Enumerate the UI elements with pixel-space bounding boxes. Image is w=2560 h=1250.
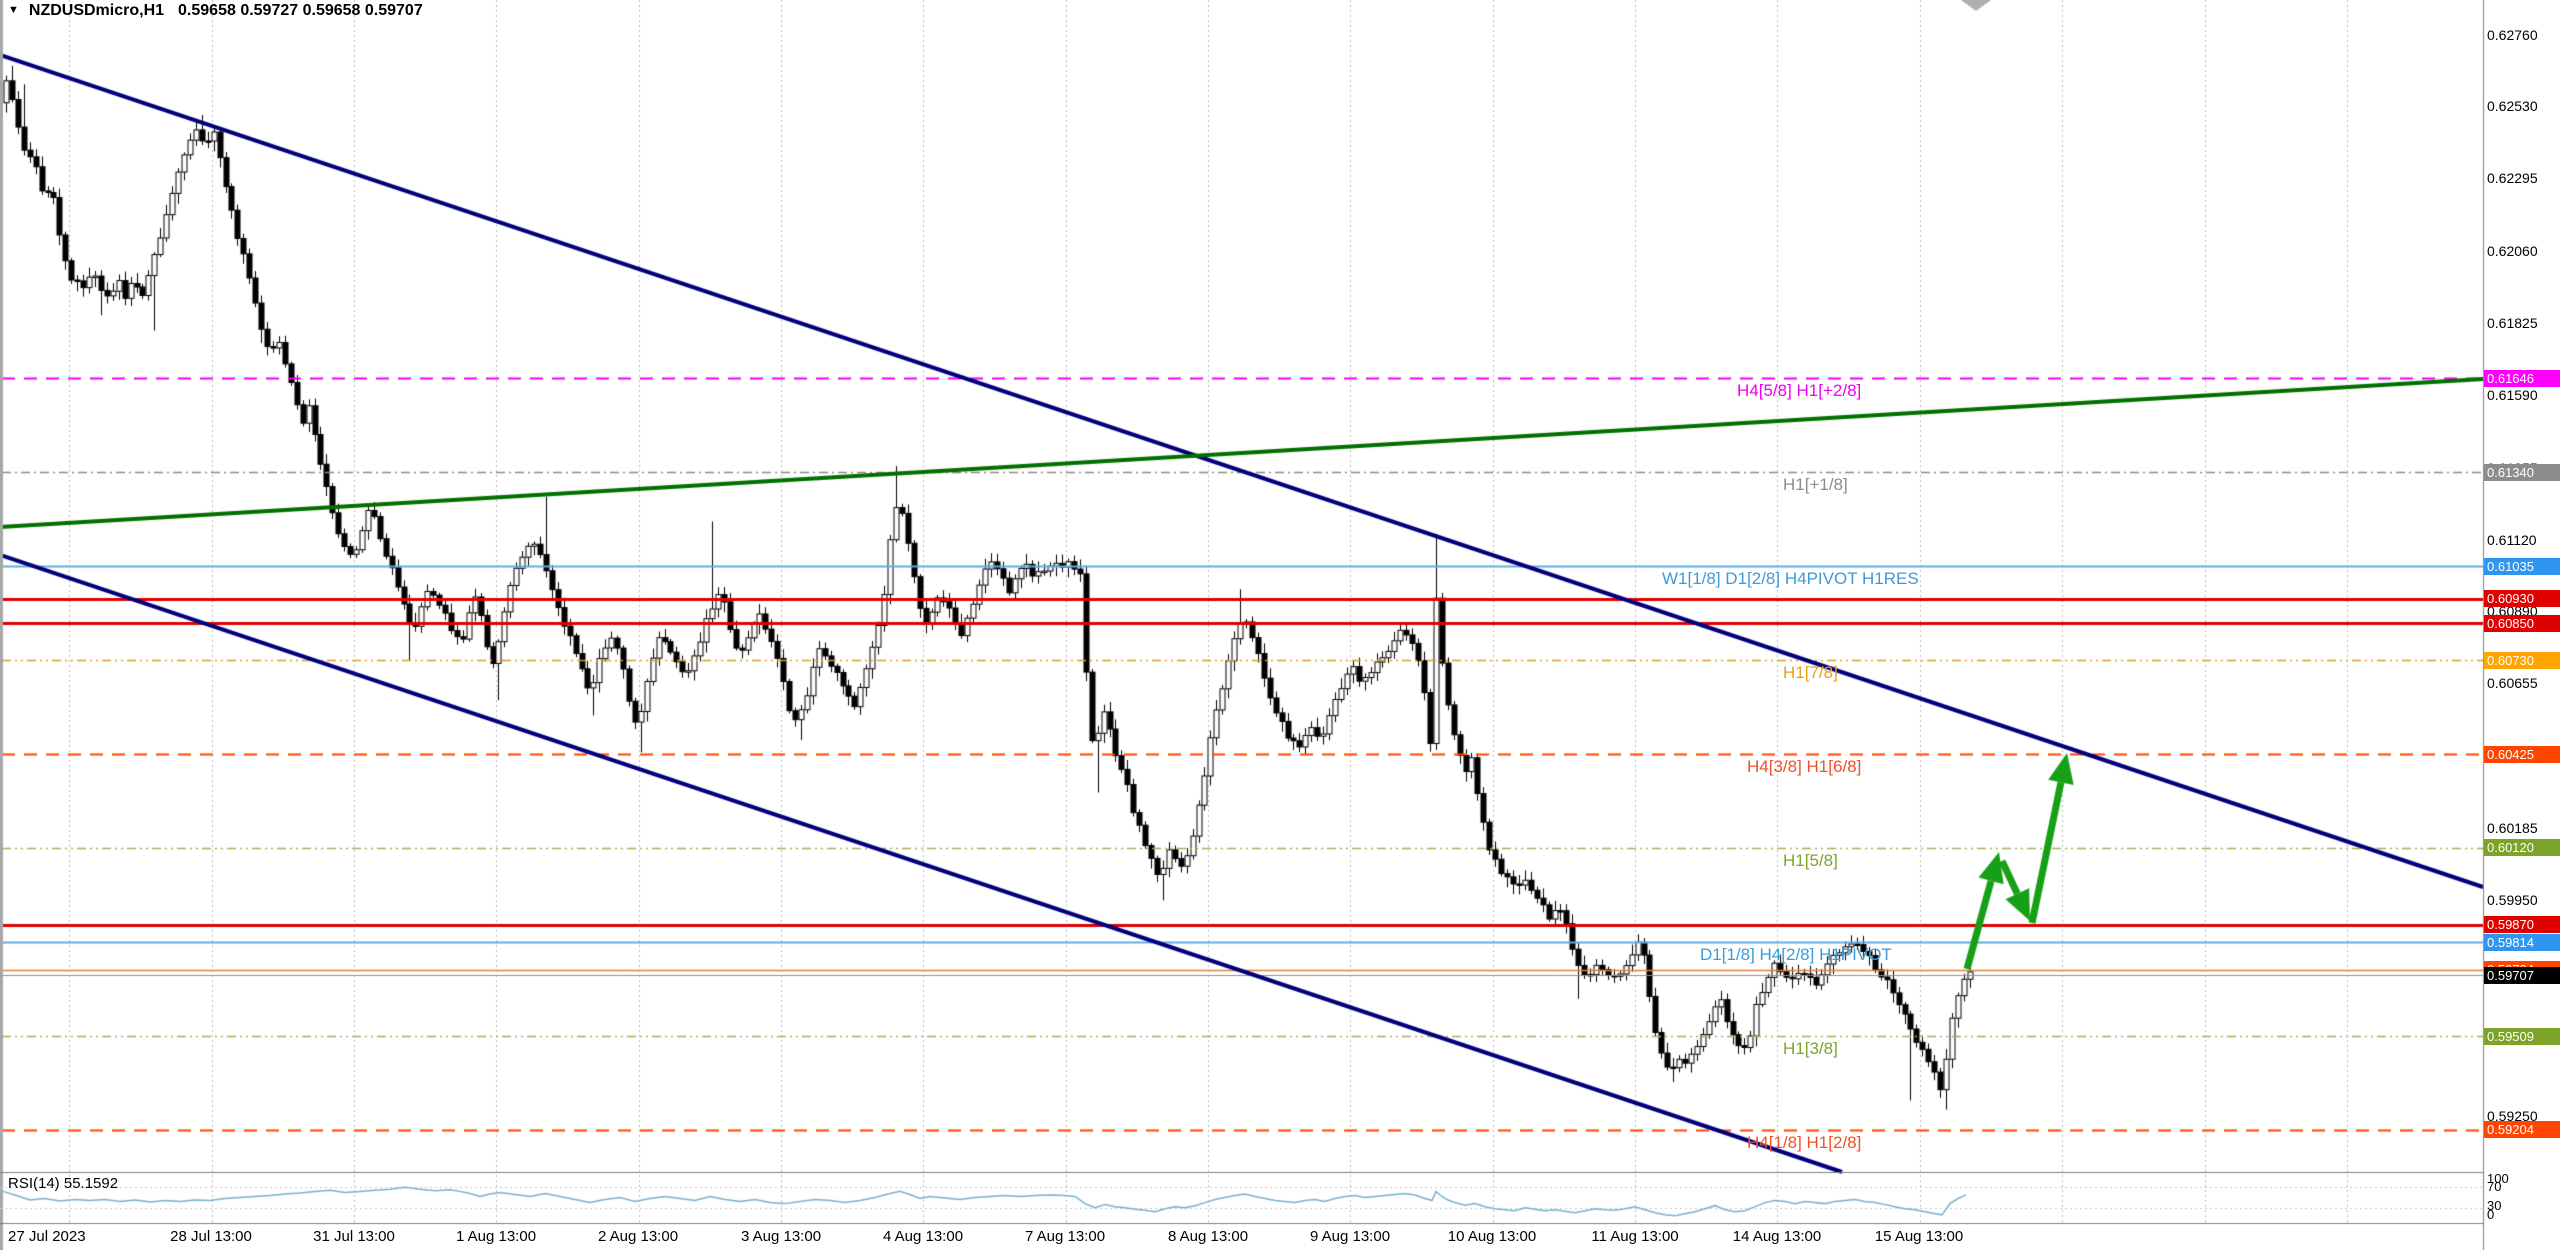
- rsi-scale-label: 0: [2487, 1207, 2495, 1222]
- level-name-label: H4[1/8] H1[2/8]: [1747, 1132, 1862, 1152]
- time-axis-label: 1 Aug 13:00: [455, 1228, 537, 1245]
- ohlc-quote-label: 0.59658 0.59727 0.59658 0.59707: [178, 2, 423, 19]
- price-level-badge: 0.59870: [2484, 916, 2560, 934]
- level-name-label: D1[1/8] H4[2/8] H1PIVOT: [1700, 945, 1892, 965]
- price-axis-tick: 0.59250: [2487, 1107, 2538, 1124]
- price-level-badge: 0.59814: [2484, 933, 2560, 951]
- time-axis-label: 27 Jul 2023: [8, 1228, 86, 1245]
- time-axis-label: 8 Aug 13:00: [1167, 1228, 1249, 1245]
- price-level-badge: 0.60425: [2484, 745, 2560, 763]
- price-axis-tick: 0.61120: [2487, 532, 2537, 548]
- rsi-scale-label: 30: [2487, 1198, 2502, 1213]
- price-level-badge: 0.60930: [2484, 590, 2560, 607]
- level-name-label: H1[5/8]: [1783, 850, 1838, 870]
- price-level-badge: 0.59707: [2484, 966, 2560, 984]
- level-name-label: H1[3/8]: [1783, 1039, 1838, 1059]
- level-name-label: W1[1/8] D1[2/8] H4PIVOT H1RES: [1662, 569, 1919, 589]
- price-level-badge: 0.60120: [2484, 839, 2560, 857]
- price-level-badge: 0.61340: [2484, 463, 2560, 481]
- price-axis-tick: 0.60185: [2487, 819, 2538, 836]
- level-name-label: H1[7/8]: [1783, 663, 1838, 683]
- rsi-scale-label: 70: [2487, 1179, 2502, 1194]
- time-axis-label: 9 Aug 13:00: [1309, 1228, 1391, 1245]
- symbol-dropdown-icon[interactable]: ▼: [8, 4, 19, 16]
- price-axis-tick: 0.62295: [2487, 170, 2538, 187]
- symbol-period-label: NZDUSDmicro,H1: [28, 2, 165, 19]
- rsi-value-label: RSI(14) 55.1592: [8, 1175, 119, 1192]
- price-level-badge: 0.59509: [2484, 1027, 2560, 1045]
- time-axis-label: 15 Aug 13:00: [1874, 1228, 1964, 1245]
- price-axis-tick: 0.62760: [2487, 27, 2538, 43]
- level-name-label: H1[+1/8]: [1783, 475, 1848, 495]
- time-axis-label: 14 Aug 13:00: [1732, 1228, 1822, 1245]
- price-axis-tick: 0.59950: [2487, 892, 2538, 909]
- time-axis-label: 31 Jul 13:00: [313, 1228, 395, 1245]
- time-axis-label: 3 Aug 13:00: [740, 1228, 822, 1245]
- rsi-indicator-label: RSI(14) 55.1592: [8, 1175, 118, 1192]
- level-name-label: H4[5/8] H1[+2/8]: [1737, 381, 1862, 401]
- rsi-scale-label: 100: [2487, 1171, 2509, 1186]
- time-axis-label: 7 Aug 13:00: [1024, 1228, 1106, 1245]
- price-axis-tick: 0.60655: [2487, 675, 2538, 692]
- price-level-badge: 0.59204: [2484, 1121, 2560, 1139]
- price-axis-tick: 0.62530: [2487, 97, 2538, 114]
- time-axis-label: 4 Aug 13:00: [882, 1228, 964, 1245]
- time-axis-label: 10 Aug 13:00: [1447, 1228, 1537, 1245]
- price-level-badge: 0.61646: [2484, 369, 2560, 387]
- chart-title: ▼ NZDUSDmicro,H1 0.59658 0.59727 0.59658 0…: [8, 2, 423, 20]
- price-axis-tick: 0.61825: [2487, 314, 2538, 331]
- time-axis-label: 2 Aug 13:00: [597, 1228, 679, 1245]
- price-level-badge: 0.61035: [2484, 557, 2560, 575]
- price-level-badge: 0.60850: [2484, 614, 2560, 632]
- time-axis-label: 11 Aug 13:00: [1591, 1228, 1679, 1245]
- level-name-label: H4[3/8] H1[6/8]: [1747, 757, 1862, 777]
- time-axis-label: 28 Jul 13:00: [170, 1228, 252, 1245]
- price-axis-tick: 0.61590: [2487, 387, 2538, 404]
- price-axis-tick: 0.62060: [2487, 242, 2538, 259]
- price-level-badge: 0.60730: [2484, 651, 2560, 669]
